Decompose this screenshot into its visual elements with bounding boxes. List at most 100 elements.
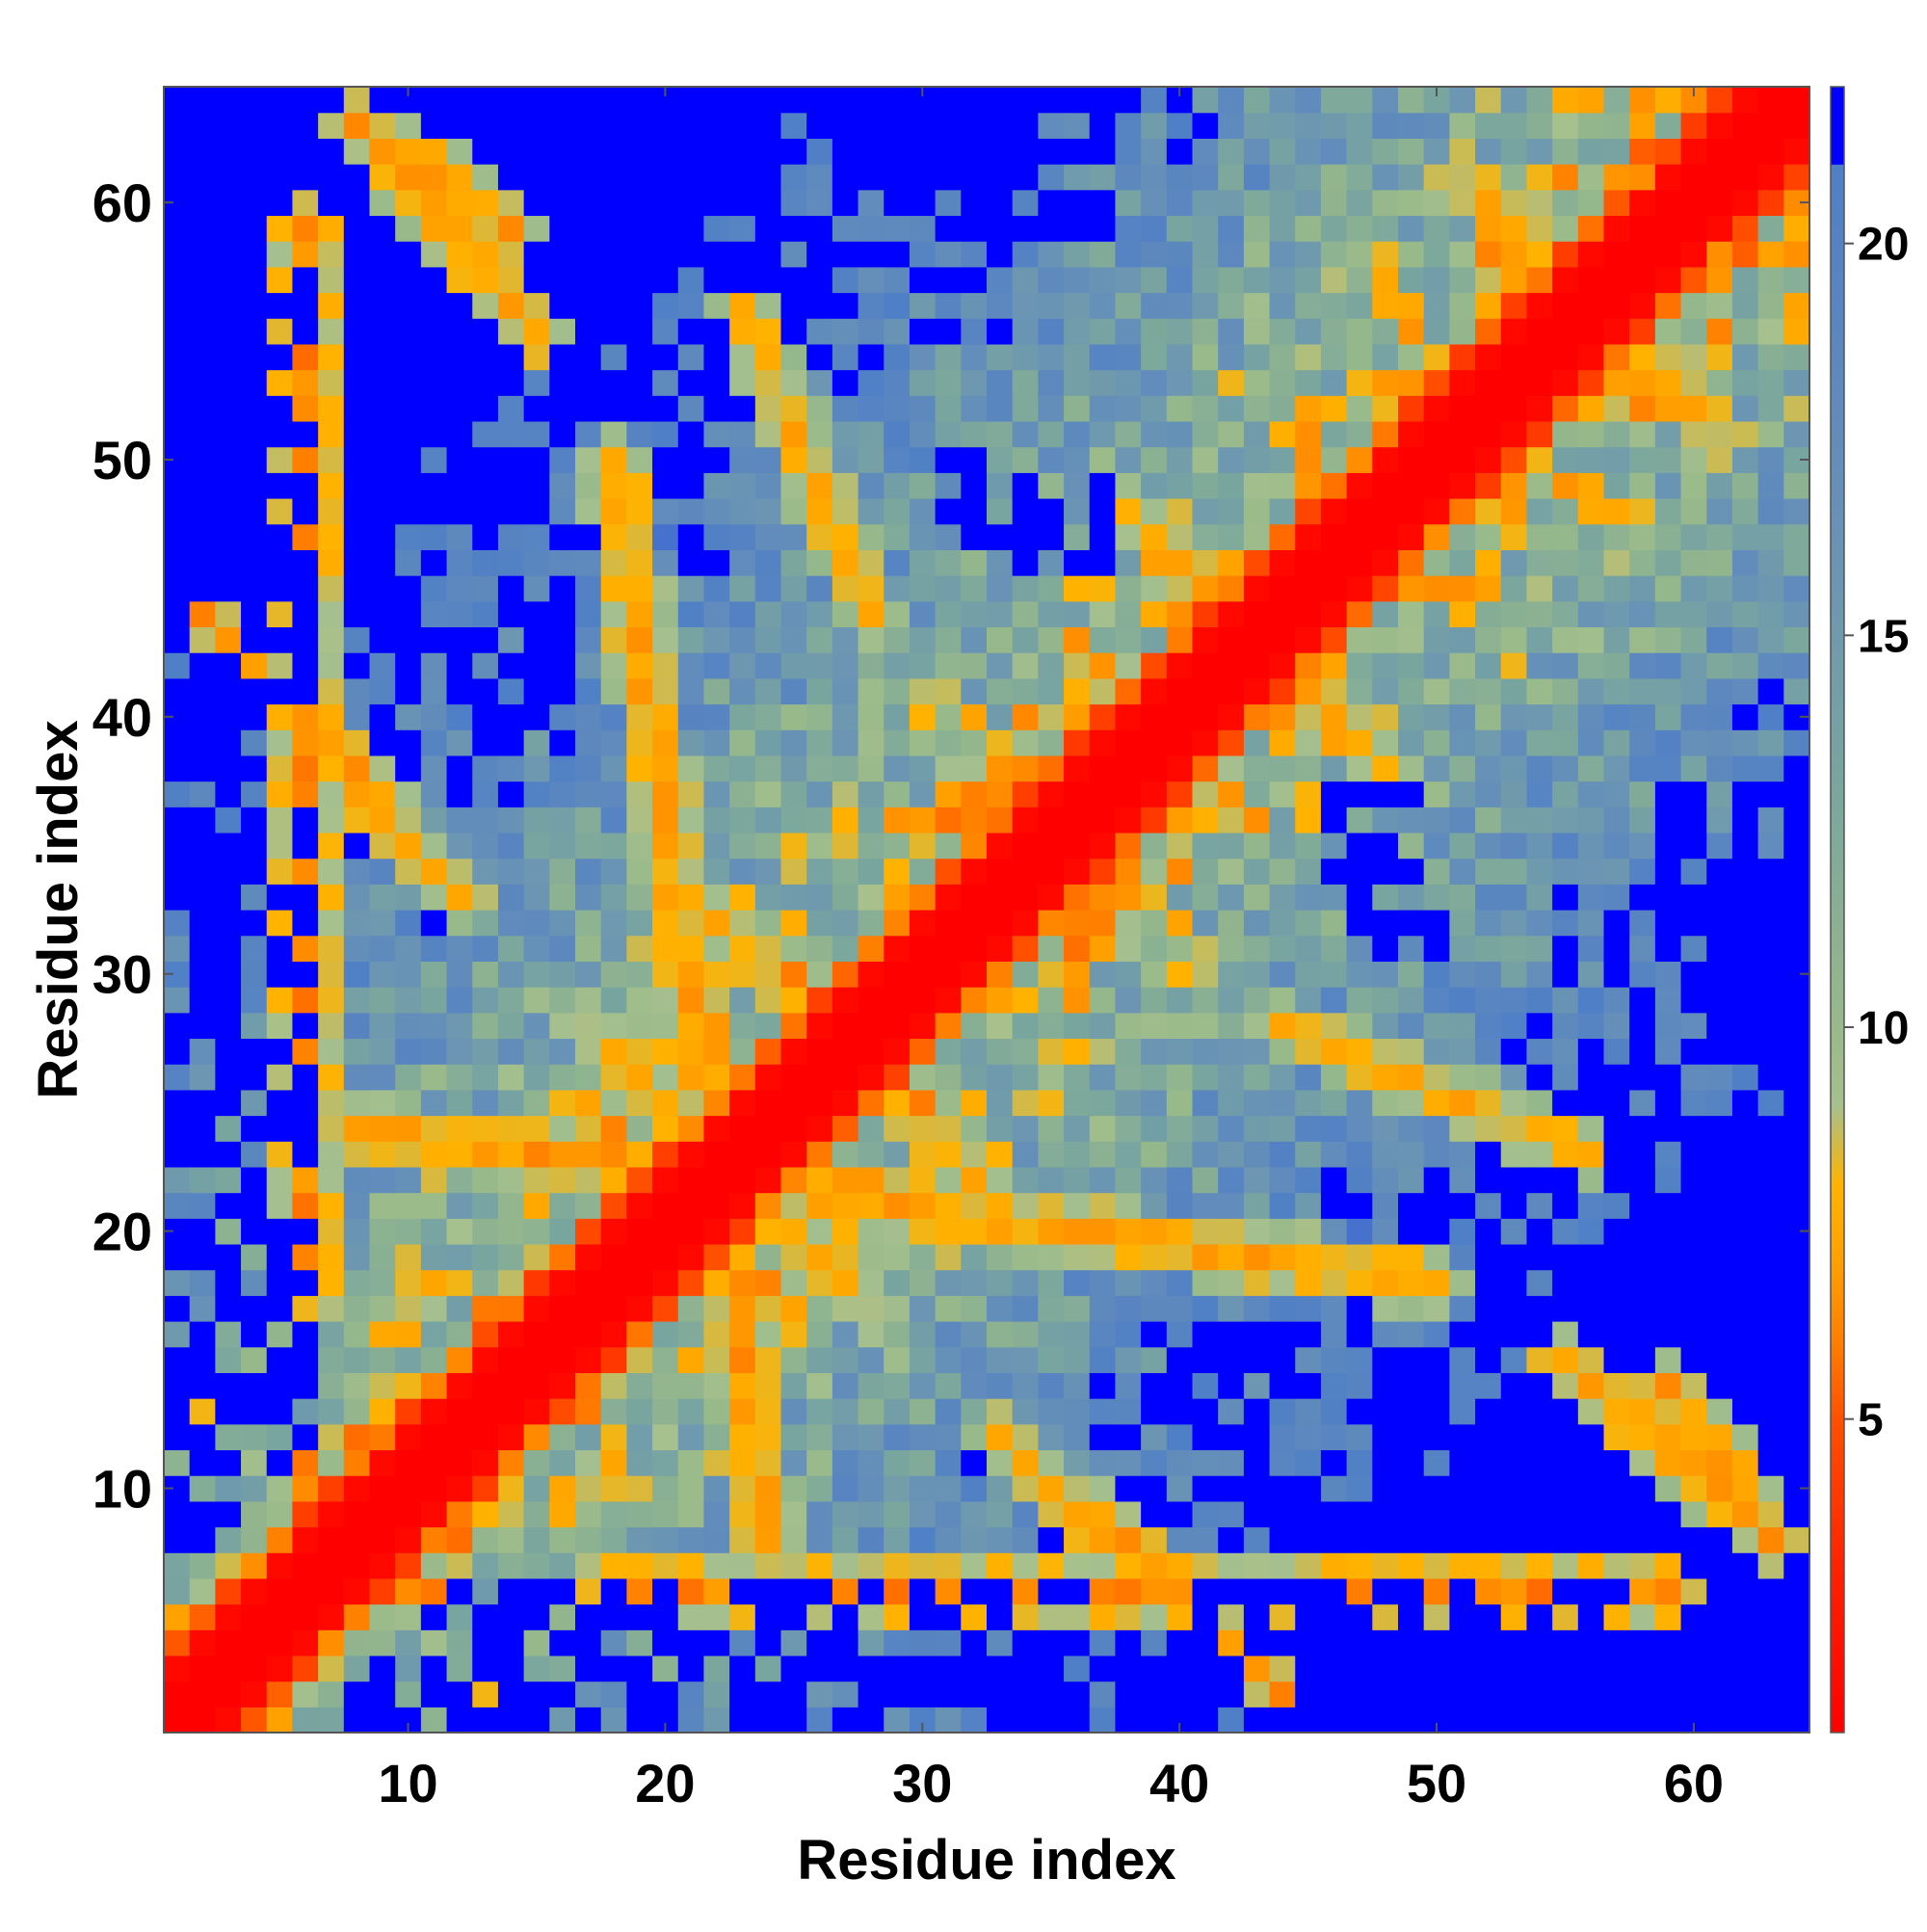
heatmap-cell [1449,600,1476,628]
heatmap-cell [164,652,191,679]
heatmap-cell [1218,292,1245,319]
heatmap-cell [1089,446,1117,473]
heatmap-cell [832,1681,859,1707]
heatmap-cell [1526,523,1553,550]
heatmap-cell [652,1269,679,1296]
heatmap-cell [1295,215,1322,242]
heatmap-cell [1629,1089,1656,1117]
heatmap-cell [1398,549,1425,576]
heatmap-cell [832,858,859,885]
heatmap-cell [1500,446,1528,473]
heatmap-cell [1269,1243,1296,1271]
heatmap-cell [1552,1295,1579,1322]
heatmap-cell [497,1321,525,1348]
heatmap-cell [1706,1115,1733,1142]
heatmap-cell [1141,884,1168,911]
heatmap-cell [1269,1064,1296,1091]
heatmap-cell [703,858,730,885]
heatmap-cell [626,575,653,602]
heatmap-cell [961,626,988,653]
heatmap-cell [1243,1012,1271,1040]
heatmap-cell [1577,1707,1605,1734]
heatmap-cell [549,858,576,885]
heatmap-cell [1731,858,1759,885]
heatmap-cell [575,420,602,448]
heatmap-cell [729,523,756,550]
heatmap-cell [1500,549,1528,576]
heatmap-cell [1603,652,1630,679]
heatmap-cell [446,138,473,165]
heatmap-cell [703,600,730,628]
heatmap-cell [164,215,191,242]
heatmap-cell [446,1629,473,1656]
heatmap-cell [780,729,807,756]
heatmap-cell [189,164,216,191]
heatmap-cell [754,1526,782,1553]
heatmap-cell [189,1449,216,1476]
heatmap-cell [1243,1654,1271,1682]
heatmap-cell [1475,987,1502,1014]
heatmap-cell [1629,1449,1656,1476]
heatmap-cell [1680,523,1707,550]
heatmap-cell [677,575,705,602]
heatmap-cell [1064,549,1091,576]
heatmap-cell [1269,87,1296,114]
heatmap-cell [1629,189,1656,217]
heatmap-cell [961,472,988,499]
heatmap-cell [1731,498,1759,525]
heatmap-cell [832,498,859,525]
heatmap-cell [1372,1500,1399,1528]
heatmap-cell [1398,472,1425,499]
heatmap-cell [1680,1681,1707,1707]
heatmap-cell [1603,1552,1630,1579]
heatmap-cell [677,395,705,422]
heatmap-cell [497,523,525,550]
heatmap-cell [961,910,988,937]
heatmap-cell [626,215,653,242]
heatmap-cell [1372,1475,1399,1502]
heatmap-cell [1500,600,1528,628]
heatmap-cell [858,1089,884,1117]
heatmap-cell [1269,1577,1296,1605]
heatmap-cell [1731,807,1759,834]
heatmap-cell [858,420,884,448]
heatmap-cell [266,549,294,576]
heatmap-cell [806,729,833,756]
heatmap-cell [1141,1115,1168,1142]
heatmap-cell [497,1577,525,1605]
heatmap-cell [1166,858,1194,885]
heatmap-cell [909,1192,937,1219]
heatmap-cell [1243,1629,1271,1656]
heatmap-cell [420,703,448,730]
heatmap-cell [703,189,730,217]
heatmap-cell [1166,292,1194,319]
heatmap-cell [1706,703,1733,730]
heatmap-cell [1089,1269,1117,1296]
heatmap-cell [1526,1398,1553,1425]
heatmap-cell [652,215,679,242]
heatmap-cell [1706,446,1733,473]
heatmap-cell [1475,1654,1502,1682]
heatmap-cell [1269,1449,1296,1476]
heatmap-cell [1320,1012,1348,1040]
heatmap-cell [1089,626,1117,653]
heatmap-cell [1423,472,1450,499]
heatmap-cell [1320,1603,1348,1630]
heatmap-cell [1500,1603,1528,1630]
heatmap-cell [343,1321,371,1348]
heatmap-cell [266,112,294,139]
heatmap-cell [961,1089,988,1117]
heatmap-cell [575,600,602,628]
heatmap-cell [626,164,653,191]
heatmap-cell [677,420,705,448]
heatmap-cell [1783,1398,1810,1425]
heatmap-cell [1423,858,1450,885]
heatmap-cell [909,215,937,242]
heatmap-cell [1654,318,1682,345]
heatmap-cell [600,292,627,319]
heatmap-cell [1372,343,1399,371]
heatmap-cell [1706,781,1733,807]
heatmap-cell [1115,395,1142,422]
heatmap-cell [1269,1141,1296,1168]
heatmap-cell [677,1012,705,1040]
